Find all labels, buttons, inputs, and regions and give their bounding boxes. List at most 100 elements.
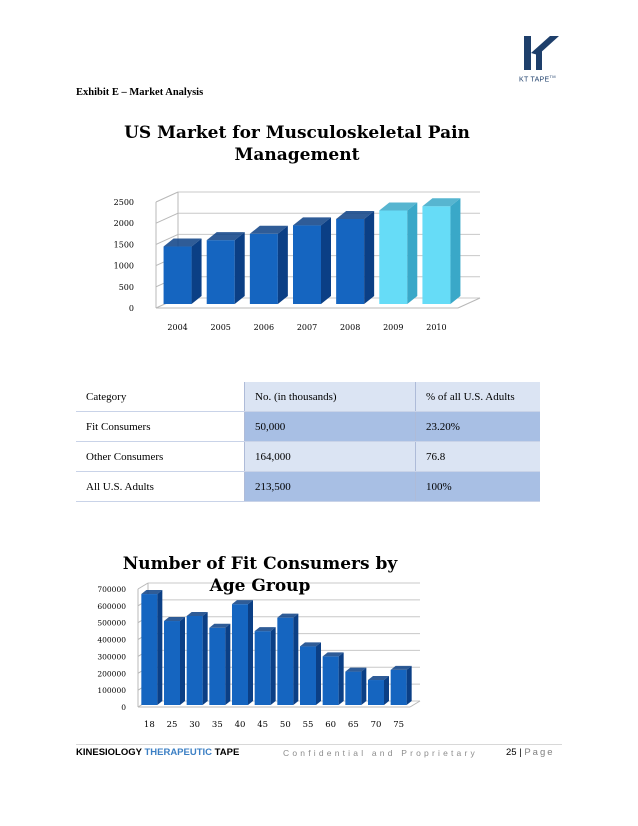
bar-70 <box>368 680 384 705</box>
y-tick-label: 2000 <box>114 219 134 228</box>
chart2-title-line1: Number of Fit Consumers by <box>122 554 398 574</box>
bar-side-2008 <box>364 210 375 304</box>
gridline <box>137 582 149 590</box>
bar-top-70 <box>368 676 389 681</box>
footer-page: 25 | Page <box>506 747 555 758</box>
bar-side-70 <box>384 676 389 705</box>
chart1-title: US Market for Musculoskeletal Pain Manag… <box>110 122 484 166</box>
y-tick-label: 500000 <box>97 619 126 628</box>
y-tick-label: 2500 <box>114 198 134 207</box>
bar-2006 <box>249 233 278 304</box>
x-tick-label: 18 <box>144 720 155 730</box>
bar-18 <box>141 594 158 705</box>
consumer-table: Category No. (in thousands) % of all U.S… <box>76 382 540 502</box>
y-tick-label: 200000 <box>97 669 126 678</box>
bar-top-55 <box>300 642 321 647</box>
bar-2005 <box>206 240 235 304</box>
gridline <box>155 233 179 245</box>
table-cell: No. (in thousands) <box>244 382 416 412</box>
bar-25 <box>164 621 180 705</box>
gridline <box>155 212 179 224</box>
y-tick-label: 0 <box>129 304 134 313</box>
bar-55 <box>300 646 316 705</box>
age-group-chart: 0 100000 200000 300000 400000 500000 600000 700… <box>97 582 421 730</box>
x-tick-label: 70 <box>371 720 382 730</box>
x-tick-label: 2005 <box>211 323 231 332</box>
x-tick-label: 45 <box>257 720 268 730</box>
bar-35 <box>209 627 226 705</box>
y-tick-label: 1500 <box>114 240 134 249</box>
kt-tape-logo <box>518 34 574 88</box>
bar-top-60 <box>322 652 344 657</box>
x-tick-label: 65 <box>348 720 359 730</box>
table-row: Category No. (in thousands) % of all U.S… <box>76 382 540 412</box>
bar-top-18 <box>141 590 163 595</box>
chart1-title-line1: US Market for Musculoskeletal Pain <box>124 123 470 143</box>
x-tick-label: 60 <box>325 720 336 730</box>
bar-top-25 <box>164 617 185 622</box>
bar-top-2009 <box>379 202 418 211</box>
bar-side-55 <box>316 642 321 705</box>
bar-side-30 <box>202 611 208 705</box>
bar-top-2008 <box>336 210 375 219</box>
x-tick-label: 55 <box>303 720 314 730</box>
bar-top-2006 <box>249 225 288 234</box>
bar-top-2007 <box>293 217 331 226</box>
x-tick-label: 35 <box>212 720 223 730</box>
table-cell: 50,000 <box>244 411 416 442</box>
bar-side-50 <box>293 613 299 705</box>
bar-40 <box>232 604 248 705</box>
table-cell: 164,000 <box>244 441 416 472</box>
y-tick-label: 700000 <box>97 585 126 594</box>
x-tick-label: 2008 <box>340 323 360 332</box>
x-tick-label: 2004 <box>167 323 187 332</box>
y-tick-label: 300000 <box>97 652 126 661</box>
bar-60 <box>322 656 339 705</box>
table-cell: Other Consumers <box>76 441 245 472</box>
table-row: All U.S. Adults 213,500 100% <box>76 471 540 502</box>
bar-75 <box>390 669 407 705</box>
table-cell: All U.S. Adults <box>76 471 245 502</box>
bar-top-2005 <box>206 232 245 241</box>
bar-top-35 <box>209 623 231 628</box>
bar-side-35 <box>225 623 231 705</box>
bar-top-50 <box>277 613 299 618</box>
bar-side-2005 <box>234 232 245 304</box>
bar-2009 <box>379 210 408 304</box>
bar-2010 <box>422 206 451 304</box>
bar-side-25 <box>180 617 185 705</box>
x-tick-label: 25 <box>167 720 178 730</box>
x-tick-label: 2007 <box>297 323 317 332</box>
bar-top-45 <box>254 627 276 632</box>
page-number: 25 <box>506 747 517 758</box>
x-tick-label: 2009 <box>383 323 403 332</box>
bar-top-65 <box>345 667 367 672</box>
x-tick-label: 50 <box>280 720 291 730</box>
gridline <box>155 191 179 203</box>
x-tick-label: 2010 <box>426 323 446 332</box>
table-cell: 213,500 <box>244 471 416 502</box>
chart2-title-line2: Age Group <box>209 576 311 596</box>
bar-top-30 <box>186 611 208 616</box>
table-cell: % of all U.S. Adults <box>415 382 540 412</box>
footer-brand: KINESIOLOGY THERAPEUTIC TAPE <box>76 747 240 758</box>
footer-confidential: Confidential and Proprietary <box>283 748 478 758</box>
bar-30 <box>186 615 203 705</box>
bar-65 <box>345 671 362 705</box>
bar-side-60 <box>338 652 344 705</box>
bar-side-2007 <box>321 217 331 304</box>
bar-2008 <box>336 218 365 304</box>
floor-right <box>457 297 481 309</box>
bar-side-2004 <box>191 238 202 304</box>
bar-45 <box>254 631 271 705</box>
logo-wordmark: KT TAPETM <box>519 74 556 84</box>
floor-right <box>409 700 421 708</box>
x-tick-label: 40 <box>235 720 246 730</box>
x-tick-label: 75 <box>393 720 404 730</box>
bar-side-2009 <box>407 202 418 304</box>
exhibit-title: Exhibit E – Market Analysis <box>76 87 204 98</box>
bar-side-75 <box>406 665 412 705</box>
bar-side-2010 <box>450 198 461 304</box>
kt-logo-icon <box>524 36 559 70</box>
table-cell: Fit Consumers <box>76 411 245 442</box>
